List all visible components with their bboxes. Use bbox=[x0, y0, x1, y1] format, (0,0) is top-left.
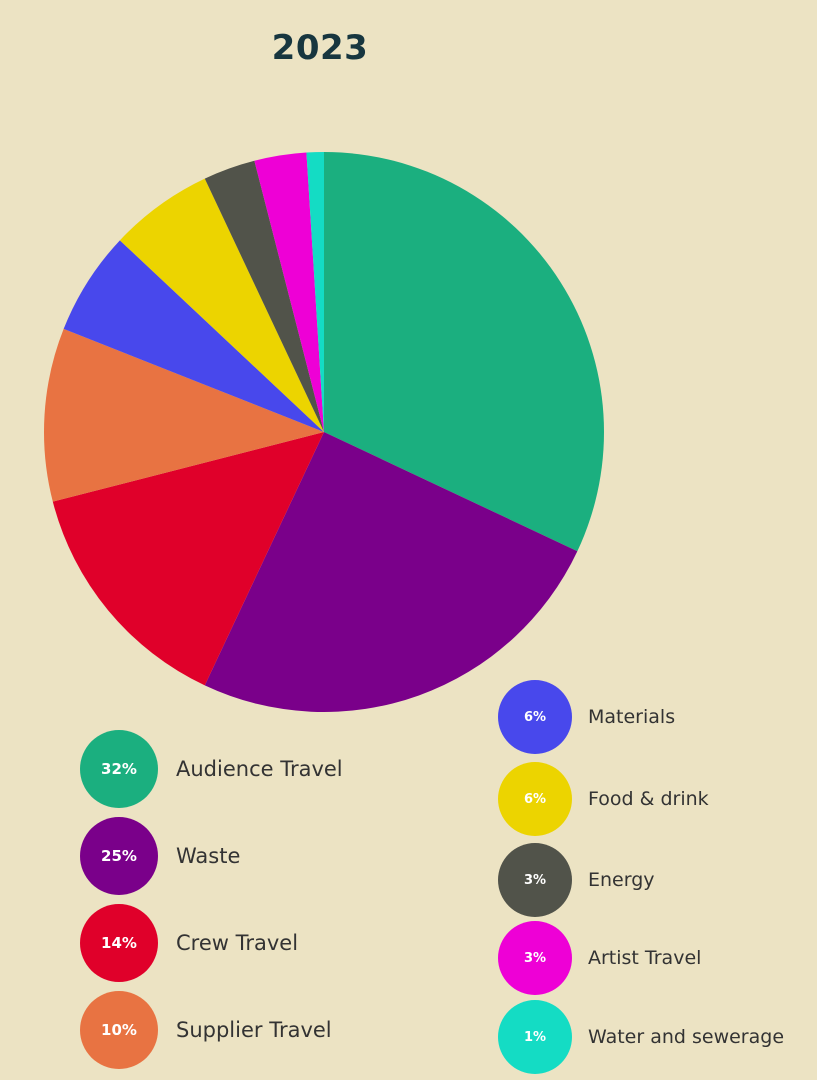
legend-item-energy: 3% Energy bbox=[498, 843, 655, 917]
pie-slice-supplier-travel bbox=[44, 328, 325, 502]
legend-label-waste: Waste bbox=[176, 844, 241, 868]
legend-label-water-sewerage: Water and sewerage bbox=[588, 1026, 785, 1048]
pie-slice-crew-travel bbox=[52, 432, 325, 686]
legend-item-food-drink: 6% Food & drink bbox=[498, 762, 709, 836]
pie-slice-artist-travel bbox=[254, 152, 324, 433]
chart-title: 2023 bbox=[271, 28, 369, 68]
pie-slice-water-and-sewerage bbox=[306, 151, 324, 432]
pie-slice-food-drink bbox=[119, 178, 324, 432]
legend-item-audience-travel: 32% Audience Travel bbox=[80, 730, 343, 808]
legend-badge-energy: 3% bbox=[498, 843, 572, 917]
legend-badge-waste: 25% bbox=[80, 817, 158, 895]
legend-item-water-sewerage: 1% Water and sewerage bbox=[498, 1000, 784, 1074]
legend-badge-supplier-travel: 10% bbox=[80, 991, 158, 1069]
legend-item-artist-travel: 3% Artist Travel bbox=[498, 921, 701, 995]
legend-item-crew-travel: 14% Crew Travel bbox=[80, 904, 298, 982]
legend-item-supplier-travel: 10% Supplier Travel bbox=[80, 991, 332, 1069]
legend-item-waste: 25% Waste bbox=[80, 817, 240, 895]
legend-label-artist-travel: Artist Travel bbox=[588, 947, 702, 969]
legend-badge-crew-travel: 14% bbox=[80, 904, 158, 982]
pie-slice-waste bbox=[204, 432, 578, 712]
legend-badge-audience-travel: 32% bbox=[80, 730, 158, 808]
legend-badge-food-drink: 6% bbox=[498, 762, 572, 836]
legend-badge-artist-travel: 3% bbox=[498, 921, 572, 995]
legend-badge-water-sewerage: 1% bbox=[498, 1000, 572, 1074]
legend-label-audience-travel: Audience Travel bbox=[176, 757, 343, 781]
legend-label-food-drink: Food & drink bbox=[588, 788, 709, 810]
legend-badge-materials: 6% bbox=[498, 680, 572, 754]
pie-slice-materials bbox=[63, 240, 324, 432]
pie-slice-energy bbox=[204, 160, 324, 433]
legend-label-supplier-travel: Supplier Travel bbox=[176, 1018, 332, 1042]
legend-label-crew-travel: Crew Travel bbox=[176, 931, 299, 955]
legend-item-materials: 6% Materials bbox=[498, 680, 675, 754]
legend-label-energy: Energy bbox=[588, 869, 655, 891]
pie-slice-audience-travel bbox=[324, 152, 604, 552]
legend-label-materials: Materials bbox=[588, 706, 676, 728]
